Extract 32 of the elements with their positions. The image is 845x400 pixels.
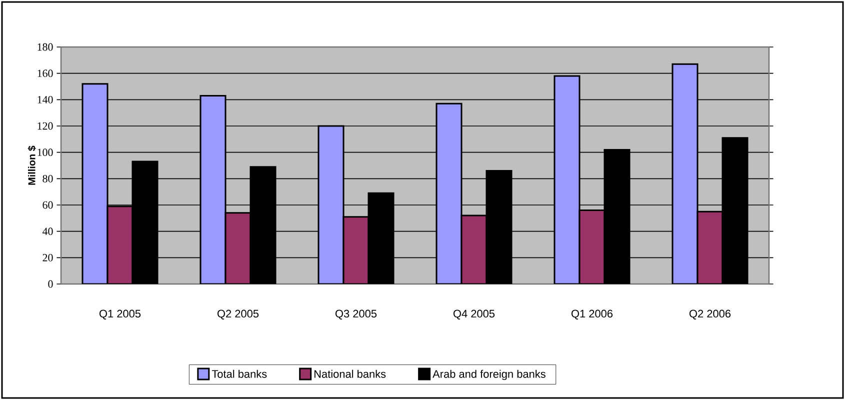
bar xyxy=(578,210,606,284)
bar xyxy=(82,83,108,284)
y-tick-label: 0 xyxy=(48,280,53,288)
bar xyxy=(224,212,252,284)
bar xyxy=(318,126,344,284)
bar xyxy=(436,102,462,284)
x-tick-label: Q4 2005 xyxy=(454,310,495,320)
bar xyxy=(200,94,226,284)
bar xyxy=(106,206,134,284)
legend-label: National banks xyxy=(314,370,386,378)
y-tick-label: 80 xyxy=(42,174,53,182)
x-tick-label: Q1 2005 xyxy=(100,310,141,320)
bar xyxy=(672,63,698,284)
y-tick-label: 60 xyxy=(42,201,53,209)
x-tick-label: Q2 2006 xyxy=(690,310,731,320)
bar xyxy=(696,210,724,284)
y-tick-label: 100 xyxy=(38,148,53,156)
y-tick-label: 40 xyxy=(42,228,53,236)
y-tick-label: 160 xyxy=(38,70,53,78)
x-tick-label: Q1 2006 xyxy=(572,310,613,320)
y-tick-label: 20 xyxy=(42,254,53,262)
legend-label: Total banks xyxy=(212,370,267,378)
y-tick-label: 180 xyxy=(38,43,53,51)
y-tick-label: 140 xyxy=(38,96,53,104)
legend-label: Arab and foreign banks xyxy=(432,370,546,380)
bar xyxy=(460,214,488,284)
x-tick-label: Q2 2005 xyxy=(218,310,259,320)
y-axis-title: Million $ xyxy=(28,146,36,185)
x-tick-label: Q3 2005 xyxy=(336,310,377,320)
bar xyxy=(344,216,369,284)
y-tick-label: 120 xyxy=(38,122,53,130)
bar xyxy=(554,75,580,284)
